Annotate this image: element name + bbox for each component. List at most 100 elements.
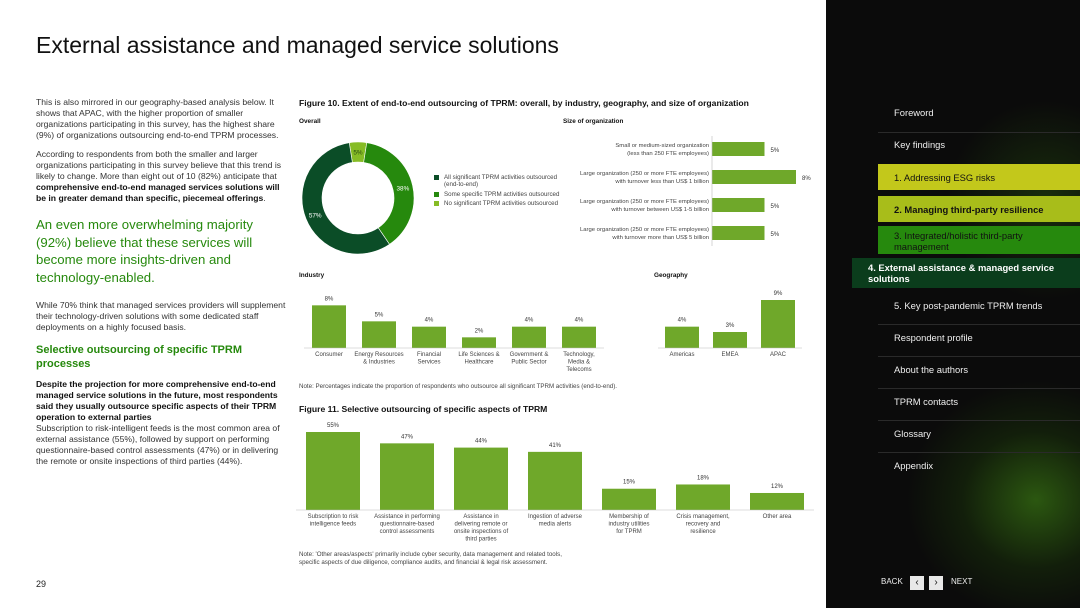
legend-swatch [434,201,439,207]
donut-legend: All significant TPRM activities outsourc… [434,174,564,210]
section-navigation: Foreword Key findings 1. Addressing ESG … [826,0,1080,608]
legend-label: No significant TPRM activities outsource… [444,200,559,208]
fig11-category-label: Crisis management, [676,514,730,520]
nav-item-external-assistance[interactable]: 4. External assistance & managed service… [852,258,1080,288]
donut-slice-label: 38% [396,185,409,192]
nav-item-about-authors[interactable]: About the authors [878,356,1080,382]
industry-category-label: Consumer [315,352,343,358]
paragraph-demand-bold: comprehensive end-to-end managed service… [36,182,280,203]
size-bar-value: 5% [771,204,780,210]
industry-bar [512,326,546,348]
fig11-bar-value: 12% [771,484,784,490]
pull-quote: An even more overwhelming majority (92%)… [36,217,253,285]
fig11-bar-value: 44% [475,439,488,445]
fig11-category-label: Ingestion of adverse [528,514,583,520]
fig11-category-label: third parties [465,537,496,543]
industry-category-label: Public Sector [511,360,546,366]
legend-swatch [434,175,439,180]
overall-panel-label: Overall [299,118,321,125]
size-bar-value: 5% [771,148,780,154]
nav-item-foreword[interactable]: Foreword [894,106,934,118]
paragraph-supplement: While 70% think that managed services pr… [36,300,286,332]
fig11-bar-value: 55% [327,423,340,429]
size-bar-chart: 5% Small or medium-sized organization (les… [580,136,811,246]
back-arrow-icon[interactable]: ‹ [910,576,924,590]
legend-label: All significant TPRM activities outsourc… [444,174,558,189]
back-label[interactable]: BACK [881,577,903,586]
industry-category-label: Telecoms [566,367,591,373]
legend-item: All significant TPRM activities outsourc… [434,174,564,189]
geography-bar [713,332,747,348]
paragraph-selective: Despite the projection for more comprehe… [36,379,286,467]
paragraph-selective-text: Subscription to risk-intelligent feeds i… [36,423,280,466]
paragraph-demand-end: . [263,193,266,203]
fig11-category-label: questionnaire-based [380,522,434,528]
fig11-bar [528,451,582,510]
legend-swatch [434,191,439,197]
fig11-bar [380,443,434,510]
industry-bar-value: 8% [325,296,334,302]
nav-item-integrated-management[interactable]: 3. Integrated/holistic third-party manag… [878,226,1080,254]
page-title: External assistance and managed service … [36,32,559,58]
industry-bar [562,326,596,348]
size-category-label: Large organization (250 or more FTE empl… [580,199,709,205]
geography-category-label: APAC [770,352,787,358]
nav-item-glossary[interactable]: Glossary [878,420,1080,446]
geography-bar-chart: 4% Americas 3% EMEA 9% APAC [658,291,802,358]
donut-slice-1 [363,142,415,245]
size-bar [712,142,765,156]
nav-item-key-findings[interactable]: Key findings [878,132,1080,156]
nav-item-respondent-profile[interactable]: Respondent profile [878,324,1080,350]
paragraph-demand: According to respondents from both the s… [36,149,286,204]
fig11-category-label: intelligence feeds [310,522,356,528]
fig11-category-label: recovery and [686,522,721,528]
industry-category-label: Government & [510,352,549,358]
next-arrow-icon[interactable]: › [929,576,943,590]
paragraph-geography: This is also mirrored in our geography-b… [36,97,279,140]
geography-bar [761,300,795,348]
page-number: 29 [36,579,47,589]
fig11-bar-value: 18% [697,475,710,481]
nav-item-appendix[interactable]: Appendix [878,452,1080,478]
industry-bar [362,321,396,348]
industry-category-label: Services [417,360,440,366]
industry-category-label: Technology, [563,352,595,358]
legend-label: Some specific TPRM activities outsourced [444,190,560,198]
next-label[interactable]: NEXT [951,577,973,586]
nav-item-post-pandemic-trends[interactable]: 5. Key post-pandemic TPRM trends [894,299,1043,311]
geography-panel-label: Geography [654,272,688,279]
nav-item-third-party-resilience[interactable]: 2. Managing third-party resilience [878,196,1080,222]
geography-category-label: EMEA [721,352,738,358]
body-text-column: This is also mirrored in our geography-b… [36,97,286,475]
fig11-bar [306,432,360,510]
industry-bar [312,305,346,348]
industry-bar-value: 4% [425,318,434,324]
fig11-bar-value: 47% [401,434,414,440]
fig11-bar [602,488,656,510]
industry-bar-value: 2% [475,328,484,334]
fig11-category-label: Other area [763,514,792,520]
nav-item-esg-risks[interactable]: 1. Addressing ESG risks [878,164,1080,190]
legend-item: No significant TPRM activities outsource… [434,200,564,207]
size-category-label: with turnover more than US$ 5 billion [611,235,709,241]
legend-item: Some specific TPRM activities outsourced [434,191,564,198]
nav-item-tprm-contacts[interactable]: TPRM contacts [878,388,1080,414]
size-bar [712,170,796,184]
figure-11-note: Note: 'Other areas/aspects' primarily in… [299,551,562,567]
donut-slice-2 [301,142,390,255]
size-bar-value: 5% [771,232,780,238]
fig11-bar-value: 41% [549,443,562,449]
section-subheading: Selective outsourcing of specific TPRM p… [36,344,242,370]
fig11-bar [676,484,730,510]
industry-bar [462,337,496,348]
figure-10-title: Figure 10. Extent of end-to-end outsourc… [299,98,749,108]
fig11-category-label: industry utilities [608,522,649,528]
paragraph-demand-start: According to respondents from both the s… [36,149,282,181]
fig11-category-label: Membership of [609,514,649,520]
industry-bar-value: 4% [575,318,584,324]
geography-bar [665,326,699,348]
figure-11-bar-chart: 55% Subscription to risk intelligence feed… [296,423,814,543]
geography-category-label: Americas [669,352,694,358]
industry-bar [412,326,446,348]
fig11-bar [454,447,508,510]
